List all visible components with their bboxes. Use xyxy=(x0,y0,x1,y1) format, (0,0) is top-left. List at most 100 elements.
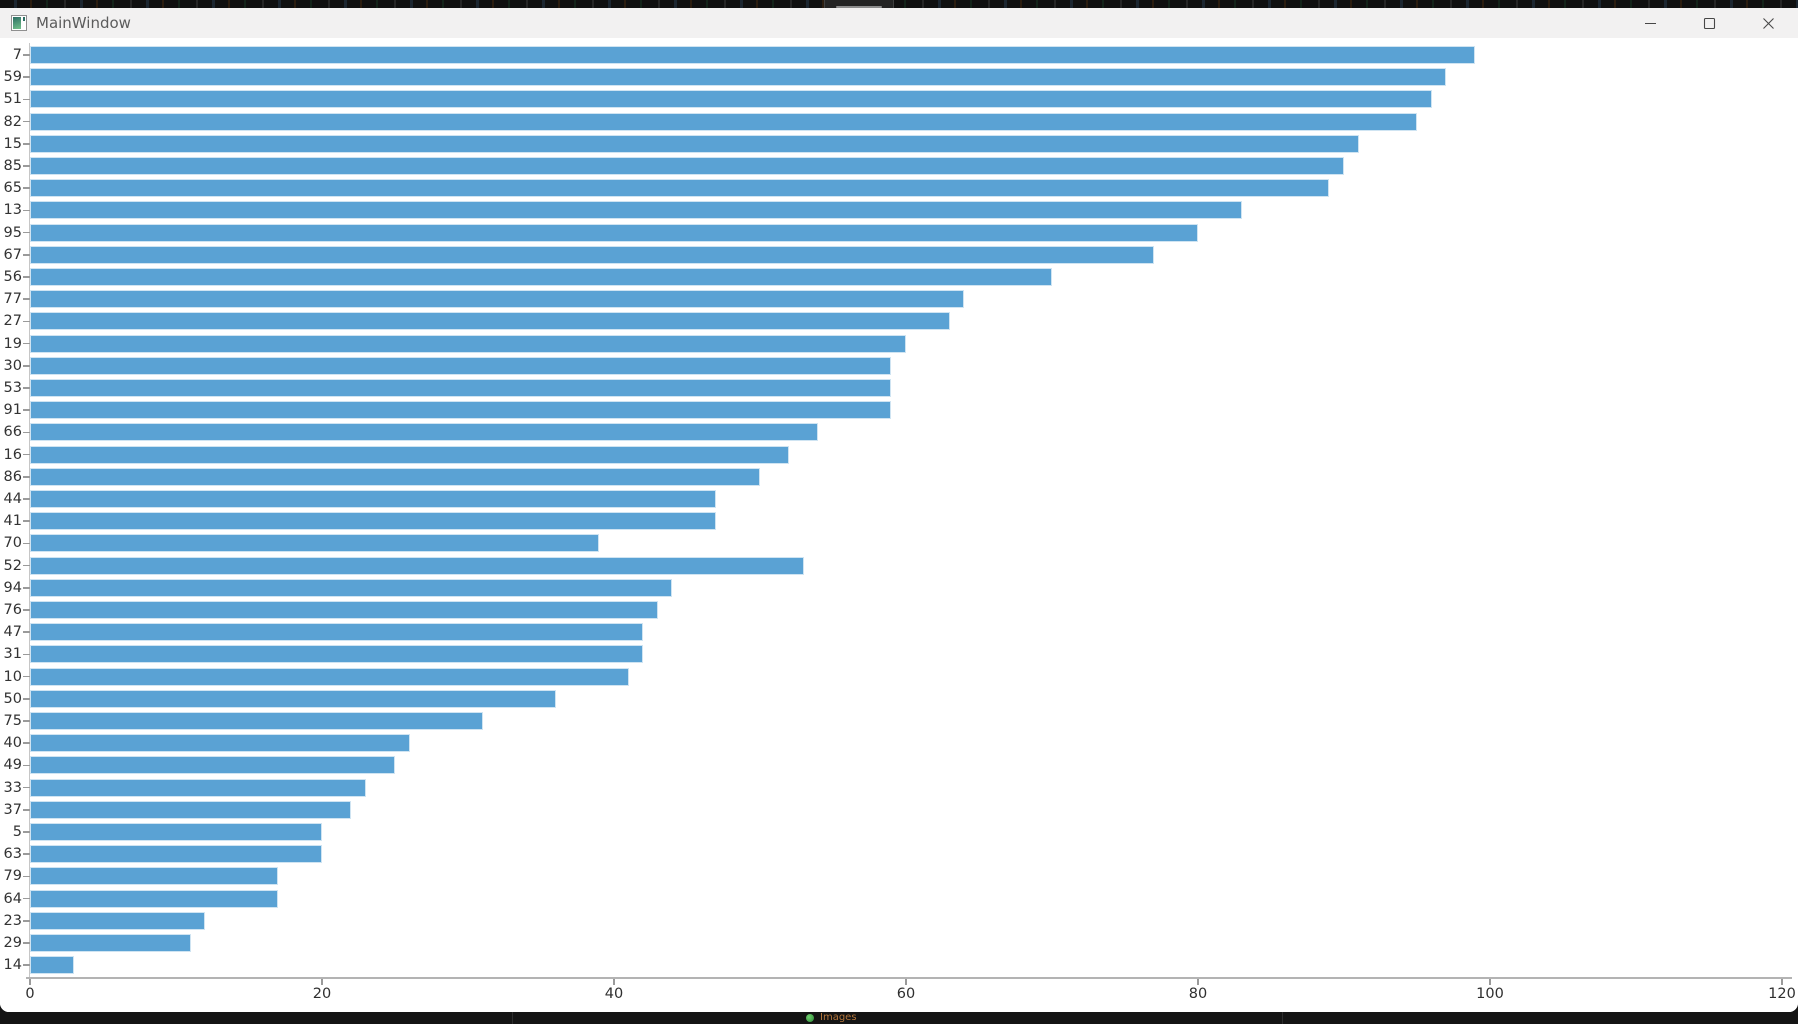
x-axis-tick xyxy=(321,979,323,985)
y-axis-label: 53 xyxy=(3,380,22,396)
bar[interactable] xyxy=(30,667,629,686)
y-axis-tick xyxy=(23,587,30,589)
bar[interactable] xyxy=(30,956,74,975)
bar[interactable] xyxy=(30,512,717,531)
bar[interactable] xyxy=(30,578,673,597)
y-axis-tick xyxy=(23,675,30,678)
bar[interactable] xyxy=(30,268,1052,286)
y-axis-label: 75 xyxy=(3,713,22,729)
y-axis-label: 19 xyxy=(3,335,22,352)
y-axis-label: 14 xyxy=(3,957,22,974)
bar[interactable] xyxy=(30,112,1417,131)
taskbar-separator xyxy=(512,1012,513,1024)
y-axis-tick xyxy=(23,120,30,123)
bar[interactable] xyxy=(30,46,1476,64)
bar[interactable] xyxy=(30,534,600,553)
y-axis-label: 13 xyxy=(3,202,22,219)
minimize-icon xyxy=(1645,22,1656,24)
bar[interactable] xyxy=(30,712,483,730)
bar[interactable] xyxy=(30,179,1330,198)
x-axis-tick xyxy=(1489,979,1491,985)
y-axis-tick xyxy=(23,520,30,522)
bar[interactable] xyxy=(30,201,1242,220)
app-icon xyxy=(11,15,27,31)
bar[interactable] xyxy=(30,645,644,664)
bar[interactable] xyxy=(30,556,804,575)
y-axis-tick xyxy=(23,54,30,56)
x-axis-tick xyxy=(613,979,615,985)
taskbar-app-label[interactable]: Images xyxy=(820,1012,857,1023)
y-axis-label: 16 xyxy=(3,446,22,463)
bar[interactable] xyxy=(30,445,790,464)
bar[interactable] xyxy=(30,911,206,930)
bar[interactable] xyxy=(30,68,1447,87)
maximize-icon xyxy=(1703,17,1716,29)
bar[interactable] xyxy=(30,312,950,331)
bar[interactable] xyxy=(30,734,410,753)
bar[interactable] xyxy=(30,889,279,908)
y-axis-tick xyxy=(23,542,30,545)
main-window: MainWindow 7 59 51 82 15 85 65 13 95 67 5 xyxy=(0,8,1798,1012)
maximize-button[interactable] xyxy=(1680,8,1739,38)
bar[interactable] xyxy=(30,467,760,486)
x-axis-label: 60 xyxy=(896,986,916,1002)
minimize-button[interactable] xyxy=(1621,8,1680,38)
bar[interactable] xyxy=(30,290,965,309)
x-axis-label: 120 xyxy=(1768,986,1796,1002)
window-title: MainWindow xyxy=(36,14,131,32)
bar[interactable] xyxy=(30,867,279,886)
y-axis-tick xyxy=(23,165,30,167)
y-axis-label: 95 xyxy=(3,224,22,241)
y-axis-label: 44 xyxy=(3,491,22,507)
bar[interactable] xyxy=(30,223,1198,242)
y-axis-label: 23 xyxy=(3,912,22,929)
y-axis-label: 64 xyxy=(3,890,22,907)
bar[interactable] xyxy=(30,334,906,353)
close-button[interactable] xyxy=(1739,8,1798,38)
bar[interactable] xyxy=(30,490,717,508)
y-axis-label: 52 xyxy=(3,557,22,574)
bar[interactable] xyxy=(30,157,1344,175)
x-axis-tick xyxy=(1781,979,1783,985)
x-axis-label: 80 xyxy=(1188,986,1208,1002)
bar[interactable] xyxy=(30,90,1432,109)
bar[interactable] xyxy=(30,823,322,841)
bar[interactable] xyxy=(30,379,892,397)
bar[interactable] xyxy=(30,800,352,819)
x-axis-label: 100 xyxy=(1476,986,1504,1002)
bar[interactable] xyxy=(30,356,892,375)
bar[interactable] xyxy=(30,623,644,642)
bar[interactable] xyxy=(30,845,322,864)
titlebar[interactable]: MainWindow xyxy=(0,8,1798,39)
y-axis-spine xyxy=(29,43,30,978)
y-axis-tick xyxy=(23,187,30,189)
y-axis-label: 10 xyxy=(3,668,22,685)
taskbar-behind: Images xyxy=(0,1012,1798,1024)
y-axis-tick xyxy=(23,809,30,811)
bar[interactable] xyxy=(30,401,892,420)
x-axis-tick xyxy=(1197,979,1199,985)
y-axis-tick xyxy=(23,365,30,367)
bar[interactable] xyxy=(30,689,556,708)
y-axis-label: 27 xyxy=(3,313,22,330)
y-axis-tick xyxy=(23,853,30,855)
bar[interactable] xyxy=(30,756,395,775)
x-axis-label: 40 xyxy=(604,986,624,1002)
y-axis-tick xyxy=(23,609,30,611)
y-axis-tick xyxy=(23,875,30,878)
y-axis-label: 37 xyxy=(3,801,22,818)
bar[interactable] xyxy=(30,601,658,619)
y-axis-label: 47 xyxy=(3,624,22,641)
bar[interactable] xyxy=(30,423,819,442)
y-axis-label: 65 xyxy=(3,180,22,197)
y-axis-tick xyxy=(23,964,30,966)
y-axis-label: 59 xyxy=(3,69,22,86)
bar[interactable] xyxy=(30,134,1359,153)
grip-line xyxy=(836,5,882,8)
bar[interactable] xyxy=(30,245,1155,264)
y-axis-tick xyxy=(23,231,30,234)
bar[interactable] xyxy=(30,778,366,797)
y-axis-label: 94 xyxy=(3,579,22,596)
bar[interactable] xyxy=(30,934,191,952)
y-axis-tick xyxy=(23,720,30,722)
